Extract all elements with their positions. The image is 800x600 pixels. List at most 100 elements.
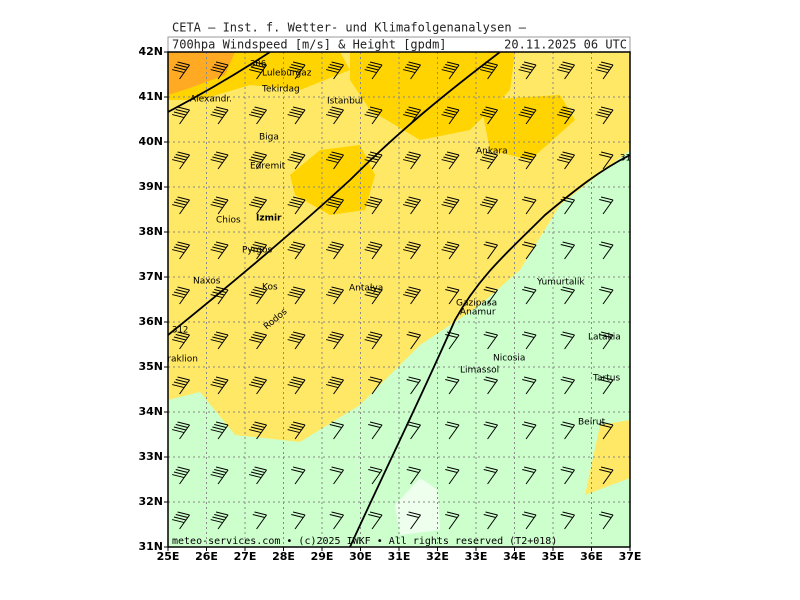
barb-feather bbox=[483, 514, 496, 519]
barb-feather bbox=[560, 469, 573, 474]
barb-feather bbox=[327, 381, 341, 386]
barb-feather bbox=[210, 519, 223, 524]
wind-barb bbox=[441, 196, 460, 215]
city-label: Beirut bbox=[578, 418, 606, 428]
wind-barb bbox=[560, 331, 575, 350]
barb-staff bbox=[448, 424, 460, 440]
barb-feather bbox=[600, 466, 614, 471]
header-subtitle: 700hpa Windspeed [m/s] & Height [gpdm] bbox=[172, 38, 447, 52]
barb-feather bbox=[403, 69, 416, 74]
barb-feather bbox=[599, 64, 612, 69]
footer: meteo-services.com • (c)2025 IWKF • All … bbox=[172, 536, 557, 547]
barb-feather bbox=[446, 286, 460, 291]
barb-feather bbox=[214, 154, 227, 159]
barb-feather bbox=[483, 424, 496, 429]
wind-barb bbox=[522, 286, 537, 305]
barb-feather bbox=[368, 469, 381, 474]
wind-barb bbox=[480, 61, 498, 80]
barb-feather bbox=[287, 159, 300, 164]
barb-feather bbox=[289, 426, 302, 431]
wind-barb bbox=[287, 331, 306, 350]
barb-staff bbox=[525, 244, 537, 260]
barb-feather bbox=[522, 424, 535, 429]
barb-feather bbox=[214, 334, 227, 339]
barb-feather bbox=[252, 514, 265, 519]
barb-feather bbox=[483, 244, 496, 249]
barb-staff bbox=[179, 334, 190, 350]
wind-barb bbox=[172, 511, 190, 530]
barb-feather bbox=[327, 111, 341, 116]
barb-feather bbox=[292, 421, 306, 426]
barb-feather bbox=[600, 331, 614, 336]
city-label: Chios bbox=[216, 216, 241, 226]
barb-feather bbox=[597, 111, 610, 116]
barb-feather bbox=[210, 204, 223, 209]
barb-feather bbox=[522, 199, 535, 204]
wind-barb bbox=[445, 376, 460, 395]
barb-feather bbox=[600, 241, 614, 246]
barb-feather bbox=[252, 109, 265, 114]
wind-barb bbox=[172, 466, 190, 485]
barb-feather bbox=[403, 159, 416, 164]
barb-feather bbox=[406, 64, 419, 69]
barb-feather bbox=[408, 151, 421, 156]
barb-feather bbox=[250, 381, 264, 386]
barb-feather bbox=[210, 249, 223, 254]
barb-feather bbox=[523, 61, 537, 66]
barb-staff bbox=[525, 289, 537, 305]
barb-feather bbox=[408, 286, 421, 291]
barb-feather bbox=[331, 466, 344, 471]
barb-staff bbox=[294, 514, 306, 530]
barb-feather bbox=[215, 421, 229, 426]
wind-barb bbox=[406, 331, 421, 350]
barb-staff bbox=[179, 514, 190, 530]
barb-feather bbox=[172, 294, 185, 299]
barb-staff bbox=[602, 334, 614, 350]
barb-feather bbox=[177, 286, 190, 291]
barb-feather bbox=[326, 204, 339, 209]
barb-feather bbox=[445, 379, 458, 384]
barb-staff bbox=[448, 244, 460, 260]
wind-barb bbox=[522, 466, 537, 485]
barb-feather bbox=[291, 289, 304, 294]
barb-feather bbox=[404, 201, 418, 206]
barb-staff bbox=[410, 64, 421, 80]
barb-feather bbox=[483, 334, 496, 339]
wind-barb bbox=[522, 421, 537, 440]
barb-feather bbox=[599, 334, 612, 339]
barb-feather bbox=[523, 151, 537, 156]
barb-staff bbox=[371, 244, 383, 260]
barb-feather bbox=[364, 204, 377, 209]
barb-feather bbox=[173, 291, 187, 296]
barb-feather bbox=[406, 154, 419, 159]
wind-barb bbox=[172, 151, 190, 170]
barb-feather bbox=[214, 424, 227, 429]
barb-feather bbox=[287, 339, 300, 344]
barb-feather bbox=[445, 289, 458, 294]
barb-feather bbox=[560, 154, 573, 159]
barb-feather bbox=[210, 114, 223, 119]
barb-feather bbox=[368, 334, 381, 339]
barb-staff bbox=[371, 514, 383, 530]
barb-feather bbox=[214, 109, 227, 114]
wind-barb bbox=[560, 376, 575, 395]
barb-feather bbox=[562, 421, 575, 426]
barb-staff bbox=[371, 469, 383, 485]
barb-staff bbox=[602, 289, 614, 305]
barb-staff bbox=[602, 469, 614, 485]
barb-feather bbox=[369, 241, 383, 246]
barb-feather bbox=[214, 289, 227, 294]
barb-staff bbox=[294, 64, 306, 80]
barb-feather bbox=[403, 249, 416, 254]
city-label: Latakia bbox=[588, 333, 621, 343]
wind-barb bbox=[172, 196, 190, 215]
barb-feather bbox=[368, 109, 381, 114]
barb-feather bbox=[215, 286, 229, 291]
barb-feather bbox=[406, 244, 419, 249]
lon-label: 31E bbox=[388, 550, 411, 563]
barb-feather bbox=[369, 106, 383, 111]
barb-feather bbox=[560, 64, 573, 69]
wind-barb bbox=[403, 196, 421, 215]
city-label: Antalya bbox=[349, 284, 383, 294]
lat-label: 34N bbox=[138, 405, 163, 418]
